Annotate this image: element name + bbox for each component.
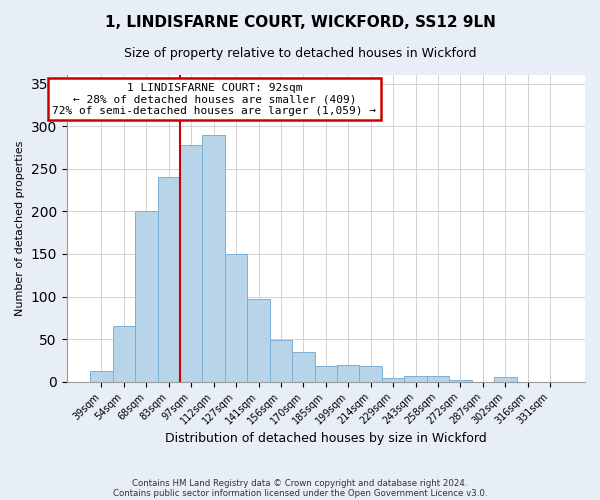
Bar — [292, 352, 314, 382]
Bar — [158, 177, 180, 382]
Bar — [427, 376, 449, 382]
Y-axis label: Number of detached properties: Number of detached properties — [15, 140, 25, 316]
Bar — [225, 254, 247, 382]
Bar — [404, 376, 427, 382]
Text: 1, LINDISFARNE COURT, WICKFORD, SS12 9LN: 1, LINDISFARNE COURT, WICKFORD, SS12 9LN — [104, 15, 496, 30]
Text: Size of property relative to detached houses in Wickford: Size of property relative to detached ho… — [124, 48, 476, 60]
Bar — [247, 299, 270, 382]
Bar — [359, 366, 382, 382]
Text: Contains public sector information licensed under the Open Government Licence v3: Contains public sector information licen… — [113, 488, 487, 498]
Bar — [494, 378, 517, 382]
Bar — [113, 326, 135, 382]
Bar — [449, 380, 472, 382]
Bar — [135, 212, 158, 382]
Bar — [270, 340, 292, 382]
Text: Contains HM Land Registry data © Crown copyright and database right 2024.: Contains HM Land Registry data © Crown c… — [132, 478, 468, 488]
X-axis label: Distribution of detached houses by size in Wickford: Distribution of detached houses by size … — [165, 432, 487, 445]
Bar — [337, 364, 359, 382]
Bar — [90, 370, 113, 382]
Bar — [382, 378, 404, 382]
Bar — [314, 366, 337, 382]
Bar — [180, 145, 202, 382]
Text: 1 LINDISFARNE COURT: 92sqm
← 28% of detached houses are smaller (409)
72% of sem: 1 LINDISFARNE COURT: 92sqm ← 28% of deta… — [52, 82, 376, 116]
Bar — [202, 134, 225, 382]
